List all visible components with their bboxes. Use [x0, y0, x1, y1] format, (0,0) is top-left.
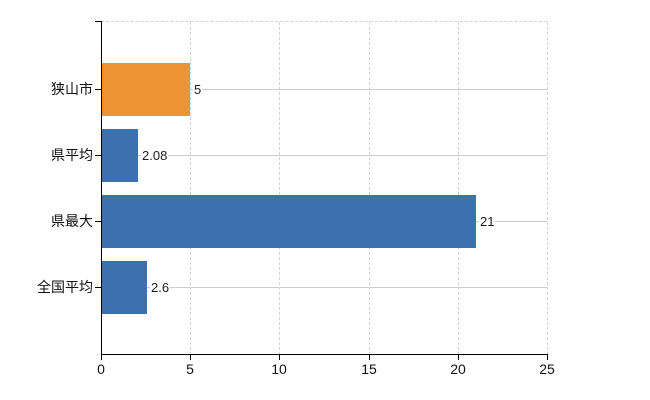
bar-value-label: 21 — [479, 213, 496, 230]
x-axis-tick — [101, 355, 102, 360]
y-axis-line — [101, 21, 102, 355]
gridline-vertical — [369, 22, 370, 355]
gridline-horizontal — [101, 155, 547, 156]
y-axis-tick — [95, 89, 101, 90]
y-axis-tick — [95, 287, 101, 288]
gridline-horizontal — [101, 89, 547, 90]
bar-4 — [101, 261, 147, 314]
x-axis-line — [101, 354, 548, 355]
x-tick-label: 20 — [450, 361, 466, 377]
y-axis-tick — [95, 155, 101, 156]
bar-1 — [101, 63, 190, 116]
y-tick-label: 狭山市 — [51, 80, 93, 97]
bar-2 — [101, 129, 138, 182]
gridline-vertical — [279, 22, 280, 355]
y-axis-tick — [95, 221, 101, 222]
x-tick-label: 5 — [186, 361, 194, 377]
bar-value-label: 2.08 — [141, 147, 169, 164]
x-tick-label: 10 — [271, 361, 287, 377]
bar-value-label: 2.6 — [150, 279, 171, 296]
plot-area: 5 2.08 21 2.6 — [101, 21, 548, 355]
x-axis-tick — [369, 355, 370, 360]
bar-3 — [101, 195, 476, 248]
gridline-vertical — [458, 22, 459, 355]
x-axis-tick — [458, 355, 459, 360]
x-axis-tick — [547, 355, 548, 360]
y-tick-label: 県平均 — [51, 146, 93, 163]
x-axis-tick — [190, 355, 191, 360]
gridline-vertical — [547, 22, 548, 355]
x-tick-label: 25 — [539, 361, 555, 377]
y-tick-label: 全国平均 — [37, 278, 93, 295]
y-axis-end-tick — [95, 21, 101, 22]
gridline-vertical — [190, 22, 191, 355]
x-tick-label: 0 — [97, 361, 105, 377]
y-tick-label: 県最大 — [51, 212, 93, 229]
x-tick-label: 15 — [361, 361, 377, 377]
bar-value-label: 5 — [193, 81, 203, 98]
x-axis-tick — [279, 355, 280, 360]
gridline-horizontal — [101, 287, 547, 288]
